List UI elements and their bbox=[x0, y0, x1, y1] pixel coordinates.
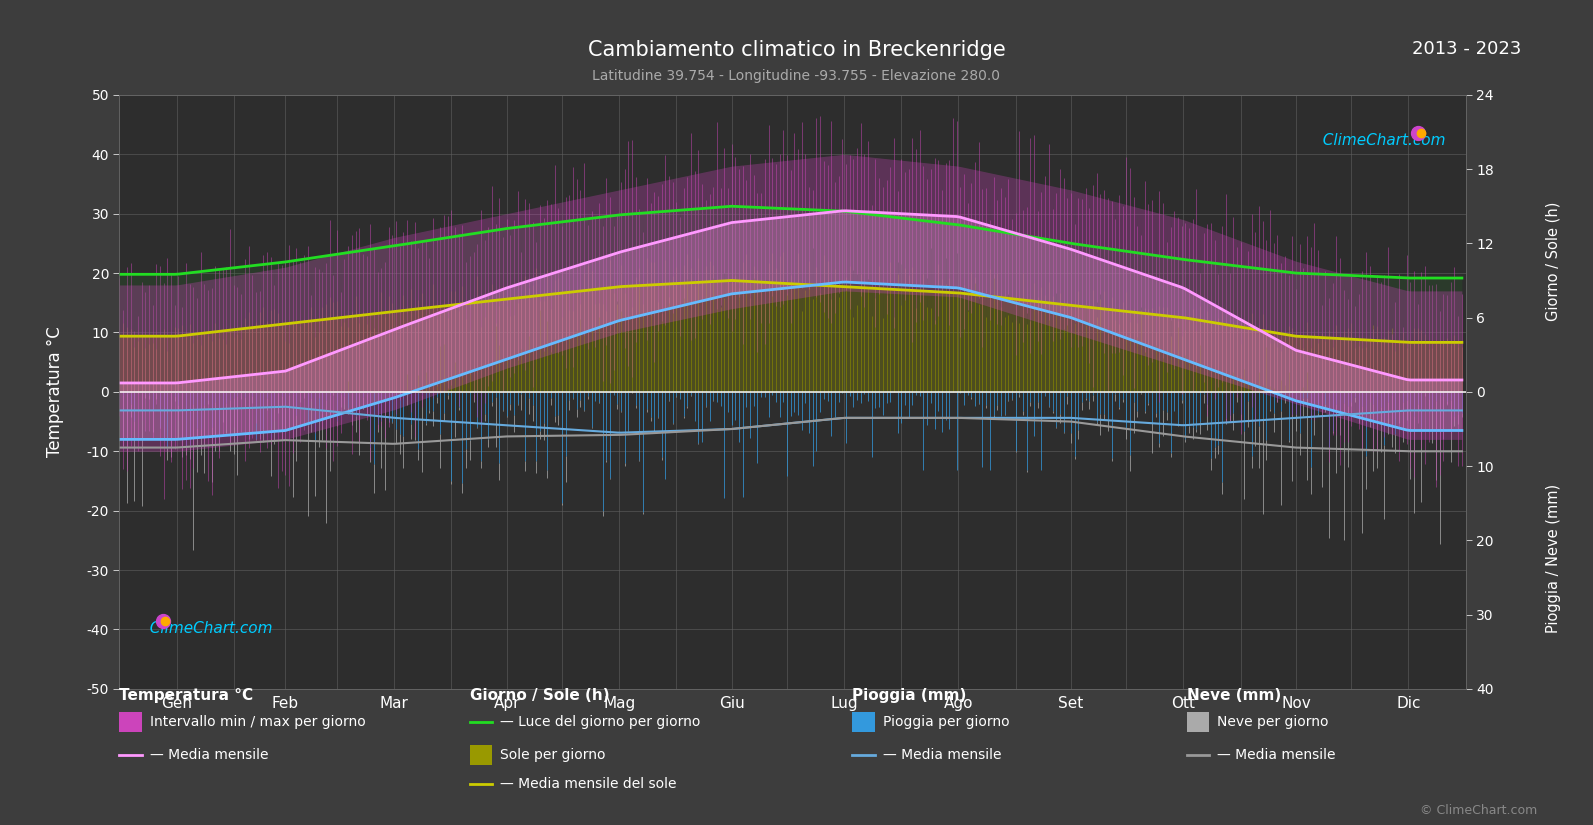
Text: ClimeChart.com: ClimeChart.com bbox=[140, 620, 272, 635]
Text: — Media mensile: — Media mensile bbox=[1217, 748, 1335, 761]
Text: — Media mensile del sole: — Media mensile del sole bbox=[500, 777, 677, 790]
Text: Giorno / Sole (h): Giorno / Sole (h) bbox=[470, 688, 610, 703]
Text: ClimeChart.com: ClimeChart.com bbox=[1313, 134, 1445, 148]
Text: Cambiamento climatico in Breckenridge: Cambiamento climatico in Breckenridge bbox=[588, 40, 1005, 59]
Text: Sole per giorno: Sole per giorno bbox=[500, 748, 605, 761]
Text: Pioggia / Neve (mm): Pioggia / Neve (mm) bbox=[1545, 483, 1561, 633]
Text: Pioggia (mm): Pioggia (mm) bbox=[852, 688, 967, 703]
Text: Neve per giorno: Neve per giorno bbox=[1217, 715, 1329, 728]
Text: Temperatura °C: Temperatura °C bbox=[46, 327, 64, 457]
Text: — Luce del giorno per giorno: — Luce del giorno per giorno bbox=[500, 715, 701, 728]
Text: 2013 - 2023: 2013 - 2023 bbox=[1411, 40, 1521, 59]
Text: Intervallo min / max per giorno: Intervallo min / max per giorno bbox=[150, 715, 365, 728]
Text: Neve (mm): Neve (mm) bbox=[1187, 688, 1281, 703]
Text: — Media mensile: — Media mensile bbox=[150, 748, 268, 761]
Text: — Media mensile: — Media mensile bbox=[883, 748, 1000, 761]
Text: Giorno / Sole (h): Giorno / Sole (h) bbox=[1545, 201, 1561, 321]
Text: Latitudine 39.754 - Longitudine -93.755 - Elevazione 280.0: Latitudine 39.754 - Longitudine -93.755 … bbox=[593, 69, 1000, 83]
Text: Temperatura °C: Temperatura °C bbox=[119, 688, 253, 703]
Text: © ClimeChart.com: © ClimeChart.com bbox=[1419, 804, 1537, 817]
Text: Pioggia per giorno: Pioggia per giorno bbox=[883, 715, 1008, 728]
